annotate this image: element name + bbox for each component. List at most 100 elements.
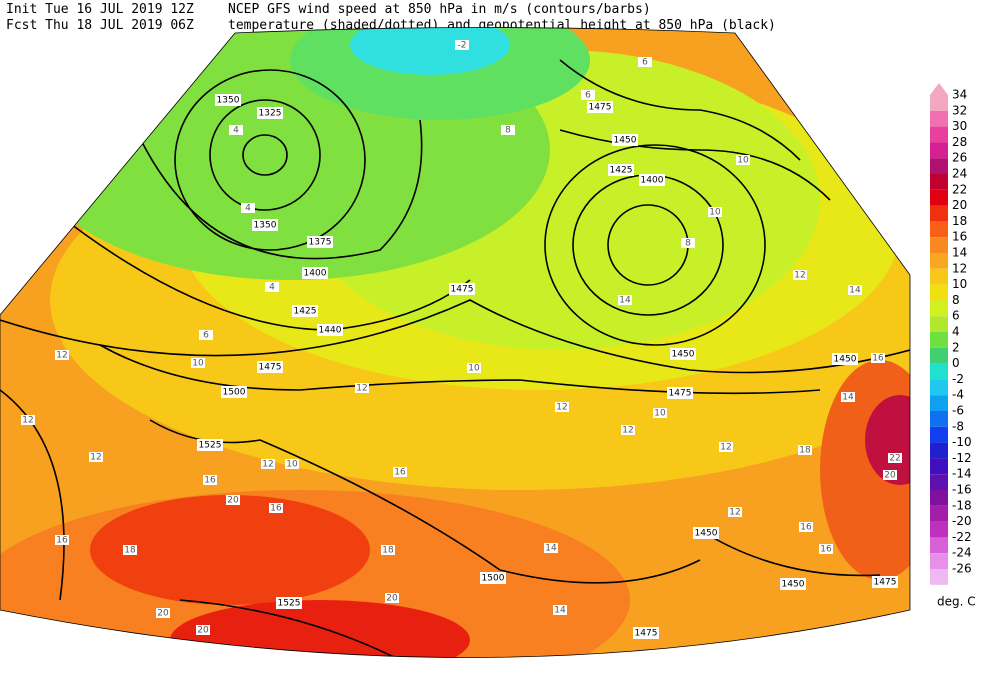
- temperature-label: 22: [889, 454, 900, 464]
- colorbar-swatch: [930, 379, 948, 396]
- label-box: [693, 527, 719, 539]
- label-box: [728, 507, 742, 517]
- temperature-label: 8: [505, 126, 511, 136]
- colorbar-swatch: [930, 537, 948, 554]
- label-box: [608, 164, 634, 176]
- colorbar-swatch: [930, 221, 948, 238]
- colorbar-unit: deg. C: [937, 595, 976, 609]
- label-box: [871, 353, 885, 363]
- height-label: 1375: [309, 238, 332, 248]
- label-box: [381, 545, 395, 555]
- temperature-label: 12: [720, 443, 731, 453]
- height-label: 1450: [672, 350, 695, 360]
- label-box: [257, 107, 283, 119]
- height-label: 1400: [641, 176, 664, 186]
- temperature-label: 16: [270, 504, 282, 514]
- colorbar-swatch: [930, 300, 948, 317]
- colorbar-label: 26: [952, 151, 967, 165]
- label-box: [123, 545, 137, 555]
- colorbar-label: -2: [952, 372, 964, 386]
- fcst-label: Fcst Thu 18 JUL 2019 06Z: [6, 18, 194, 33]
- label-box: [681, 238, 695, 248]
- temperature-label: 14: [842, 393, 854, 403]
- temperature-label: 10: [737, 156, 749, 166]
- temperature-label: 6: [642, 58, 648, 68]
- colorbar-label: -24: [952, 546, 972, 560]
- label-box: [276, 597, 302, 609]
- colorbar-label: 30: [952, 119, 967, 133]
- label-box: [633, 627, 659, 639]
- label-box: [292, 305, 318, 317]
- colorbar-swatch: [930, 395, 948, 411]
- colorbar-label: 20: [952, 198, 967, 212]
- temperature-label: 20: [884, 471, 896, 481]
- colorbar-label: 4: [952, 325, 960, 339]
- temperature-label: 4: [233, 126, 239, 136]
- colorbar-label: -20: [952, 514, 972, 528]
- temperature-label: 10: [286, 460, 298, 470]
- colorbar-label: -4: [952, 388, 964, 402]
- label-box: [317, 324, 343, 336]
- colorbar-label: -6: [952, 404, 964, 418]
- colorbar-label: -16: [952, 483, 972, 497]
- height-label: 1350: [217, 96, 240, 106]
- temperature-label: 18: [382, 546, 394, 556]
- temperature-field: [170, 600, 470, 658]
- colorbar-label: -26: [952, 562, 972, 576]
- height-label: 1475: [451, 285, 474, 295]
- label-box: [257, 361, 283, 373]
- label-box: [501, 125, 515, 135]
- colorbar-label: 18: [952, 214, 967, 228]
- colorbar-label: -14: [952, 467, 972, 481]
- temperature-label: 16: [820, 545, 832, 555]
- label-box: [555, 402, 569, 412]
- label-box: [670, 348, 696, 360]
- colorbar-label: 8: [952, 293, 960, 307]
- label-box: [302, 267, 328, 279]
- height-label: 1425: [610, 166, 633, 176]
- height-label: 1475: [874, 578, 897, 588]
- colorbar-swatch: [930, 363, 948, 380]
- temperature-label: 12: [794, 271, 805, 281]
- colorbar-label: 10: [952, 277, 967, 291]
- colorbar-label: 22: [952, 182, 967, 196]
- temperature-label: 14: [849, 286, 861, 296]
- colorbar-swatch: [930, 237, 948, 253]
- colorbar-swatch: [930, 95, 948, 111]
- label-box: [221, 386, 247, 398]
- height-label: 1450: [834, 355, 857, 365]
- colorbar-label: -12: [952, 451, 972, 465]
- height-label: 1475: [669, 389, 692, 399]
- label-box: [355, 383, 369, 393]
- label-box: [798, 445, 812, 455]
- temperature-label: 16: [872, 354, 884, 364]
- temperature-label: 12: [556, 403, 567, 413]
- colorbar-swatch: [930, 284, 948, 301]
- label-box: [612, 134, 638, 146]
- height-label: 1425: [294, 307, 317, 317]
- label-box: [480, 572, 506, 584]
- label-box: [793, 270, 807, 280]
- colorbar-swatch: [930, 553, 948, 569]
- colorbar-label: 2: [952, 340, 960, 354]
- temperature-label: 14: [619, 296, 631, 306]
- label-box: [203, 475, 217, 485]
- colorbar-label: 14: [952, 246, 967, 260]
- label-box: [467, 363, 481, 373]
- colorbar-label: -18: [952, 498, 972, 512]
- temperature-label: 20: [386, 594, 398, 604]
- label-box: [197, 439, 223, 451]
- height-label: 1525: [278, 599, 301, 609]
- label-box: [252, 219, 278, 231]
- label-box: [799, 522, 813, 532]
- colorbar-label: 32: [952, 103, 967, 117]
- colorbar-label: 0: [952, 356, 960, 370]
- temperature-label: 10: [468, 364, 480, 374]
- colorbar-swatch: [930, 174, 948, 190]
- colorbar-label: 28: [952, 135, 967, 149]
- label-box: [888, 453, 902, 463]
- temperature-label: 18: [124, 546, 136, 556]
- colorbar-label: -22: [952, 530, 972, 544]
- colorbar-label: 12: [952, 261, 967, 275]
- temperature-label: 4: [245, 204, 251, 214]
